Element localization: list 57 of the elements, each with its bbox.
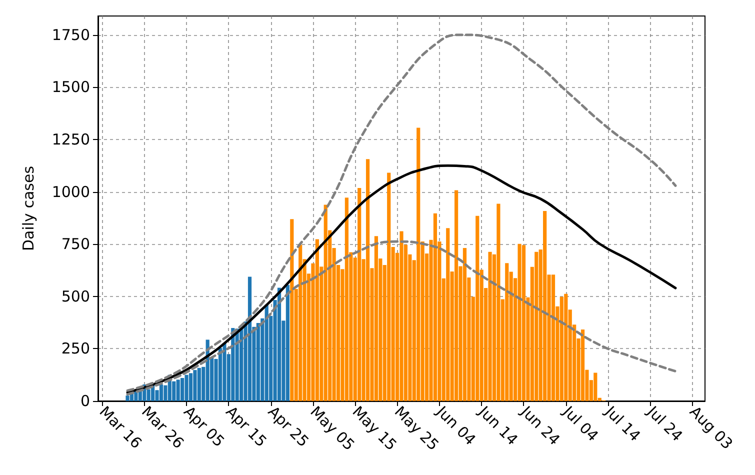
x-tick-label: Jul 24 [643,402,686,446]
bar [505,263,509,401]
y-tick-label: 1250 [52,130,90,148]
bar [324,204,328,401]
x-tick-label: Jul 04 [558,402,602,446]
bar [159,384,164,401]
y-tick-label: 250 [61,340,90,358]
y-tick-label: 1500 [52,78,90,96]
bar [374,236,378,401]
bar [176,380,180,401]
bar [462,248,467,401]
bar [454,190,458,401]
bar [543,211,547,401]
bar [290,219,294,401]
bar [184,374,188,401]
bar [172,381,176,401]
y-tick-label: 750 [61,235,90,254]
bar [277,288,282,401]
bar [126,396,130,401]
bar [488,252,492,401]
x-tick-label: Jul 14 [600,402,644,446]
y-tick-label: 500 [61,287,90,306]
bar [264,304,268,401]
bar [222,343,226,401]
bar [286,284,290,401]
bar [564,294,568,401]
bar [433,213,438,401]
bar [298,244,302,401]
y-tick-label: 1000 [52,182,90,201]
bar [416,128,420,401]
bar [496,204,500,401]
y-axis-title: Daily cases [20,166,38,252]
bar [315,239,319,401]
bar [400,231,404,401]
bar [188,373,193,401]
y-tick-label: 0 [80,392,90,410]
bar [522,245,526,401]
bar [476,216,480,401]
bar [551,274,556,401]
bar [446,228,450,401]
bar [256,322,260,401]
bar [387,172,391,401]
bar [180,378,184,401]
bar [193,370,197,401]
bar [580,329,585,401]
bar [248,276,252,401]
bar [366,159,370,401]
bar [594,372,598,401]
bar [164,385,168,401]
bar [197,368,201,401]
bar [358,188,362,401]
y-tick-label: 1750 [52,26,90,44]
bar [534,252,538,401]
bar [518,244,522,401]
bar [560,296,564,401]
bar [218,348,222,401]
bar [344,198,348,401]
